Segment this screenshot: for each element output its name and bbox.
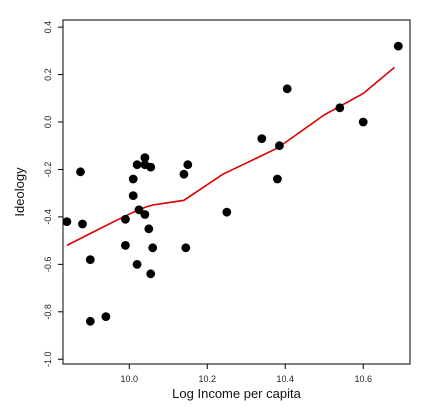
- fit-line: [66, 66, 395, 247]
- fit-line-layer: [66, 66, 395, 247]
- data-point: [335, 103, 345, 113]
- data-point: [140, 210, 150, 219]
- data-point: [273, 174, 282, 184]
- x-tick-label: 10.0: [121, 374, 139, 384]
- y-tick-label: -0.6: [43, 257, 53, 273]
- data-point: [62, 217, 72, 227]
- data-point: [275, 141, 284, 151]
- data-point: [128, 191, 138, 201]
- y-tick-label: 0.2: [43, 68, 53, 81]
- data-point: [121, 241, 130, 250]
- data-point: [85, 255, 95, 264]
- y-tick-label: 0.0: [43, 116, 53, 129]
- data-point: [132, 260, 142, 269]
- data-point: [181, 243, 191, 253]
- data-point: [85, 316, 95, 326]
- y-axis-title: Ideology: [12, 167, 27, 217]
- x-tick-label: 10.6: [354, 374, 372, 384]
- x-tick-label: 10.2: [198, 374, 216, 384]
- data-point: [282, 84, 292, 94]
- data-point: [146, 162, 156, 172]
- plot-frame: [62, 19, 411, 365]
- data-point: [128, 174, 138, 184]
- data-point: [183, 160, 193, 170]
- x-axis-title: Log Income per capita: [172, 386, 301, 401]
- data-point: [76, 167, 85, 177]
- y-tick-label: -1.0: [43, 351, 53, 367]
- data-point: [78, 219, 87, 229]
- data-point: [121, 214, 130, 224]
- y-tick-label: -0.2: [43, 162, 53, 178]
- data-point: [393, 41, 403, 51]
- points-layer: [62, 41, 403, 326]
- data-point: [140, 153, 150, 163]
- y-axis-ticks: -1.0 -0.8 -0.6 -0.4 -0.2 0.0 0.2 0.4: [43, 21, 63, 367]
- y-tick-label: -0.4: [43, 209, 53, 225]
- x-tick-label: 10.4: [276, 374, 294, 384]
- data-point: [179, 169, 189, 179]
- data-point: [358, 117, 368, 127]
- data-point: [222, 207, 232, 217]
- y-tick-label: -0.8: [43, 304, 53, 320]
- data-point: [132, 160, 142, 170]
- data-point: [144, 224, 154, 234]
- x-axis-ticks: 10.0 10.2 10.4 10.6: [121, 364, 372, 384]
- data-point: [101, 312, 111, 321]
- data-point: [148, 243, 158, 253]
- data-point: [146, 269, 156, 279]
- data-point: [134, 205, 144, 215]
- y-tick-label: 0.4: [43, 21, 53, 34]
- data-point: [257, 134, 267, 144]
